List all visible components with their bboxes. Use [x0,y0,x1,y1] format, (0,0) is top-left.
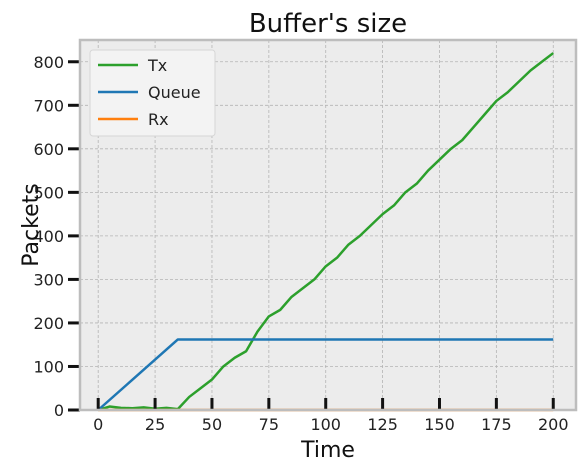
y-axis-label: Packets [19,183,44,266]
y-tick-label: 100 [33,357,64,376]
x-tick-label: 200 [538,415,569,434]
legend-label: Tx [147,56,167,75]
y-tick-label: 800 [33,53,64,72]
legend-box [89,49,216,137]
y-tick-label: 400 [33,227,64,246]
legend-label: Queue [148,83,201,102]
y-tick-label: 700 [33,96,64,115]
x-tick-label: 25 [145,415,165,434]
x-tick-label: 75 [259,415,279,434]
legend-label: Rx [148,110,169,129]
y-tick-label: 600 [33,140,64,159]
x-tick-label: 175 [481,415,512,434]
x-axis-label: Time [300,438,355,463]
chart-title: Buffer's size [249,9,407,39]
series-line-queue [97,338,554,411]
x-tick-label: 100 [310,415,341,434]
y-tick-label: 300 [33,270,64,289]
x-tick-label: 50 [202,415,222,434]
x-tick-label: 125 [367,415,398,434]
y-tick-label: 200 [33,314,64,333]
series-line-tx [97,52,555,412]
plot-frame [78,38,578,412]
ticks: 0 100 200 300 400 500 600 700 800 0 25 50 75 100 125 15… [33,53,568,434]
legend: Tx Queue Rx [89,49,216,137]
y-tick-label: 500 [33,183,64,202]
x-tick-label: 0 [93,415,103,434]
x-tick-label: 150 [424,415,455,434]
y-tick-label: 0 [54,401,64,420]
